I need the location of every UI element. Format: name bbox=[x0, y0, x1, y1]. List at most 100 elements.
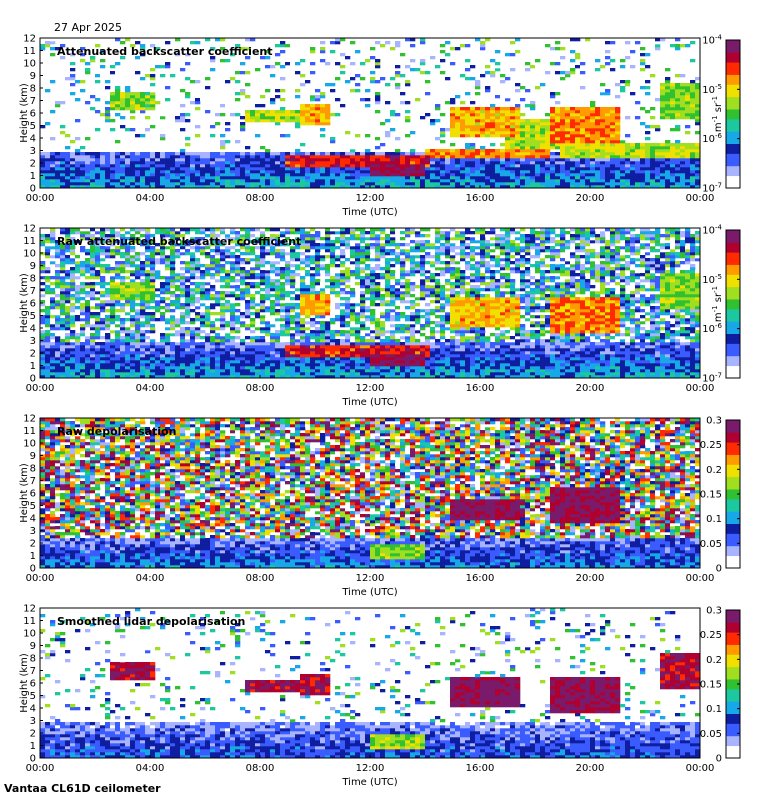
heatmap-cell bbox=[175, 234, 181, 238]
heatmap-cell bbox=[240, 164, 246, 168]
heatmap-cell bbox=[665, 95, 671, 99]
heatmap-cell bbox=[115, 179, 121, 183]
heatmap-cell bbox=[165, 285, 171, 289]
heatmap-cell bbox=[235, 345, 241, 349]
heatmap-cell bbox=[115, 315, 121, 319]
heatmap-cell bbox=[640, 53, 646, 57]
heatmap-cell bbox=[110, 182, 116, 186]
colorbar-segment bbox=[726, 160, 740, 164]
heatmap-cell bbox=[500, 164, 506, 168]
heatmap-cell bbox=[645, 182, 651, 186]
heatmap-cell bbox=[120, 252, 126, 256]
heatmap-cell bbox=[560, 56, 566, 60]
heatmap-cell bbox=[90, 164, 96, 168]
heatmap-cell bbox=[65, 179, 71, 183]
heatmap-cell bbox=[695, 95, 701, 99]
heatmap-cell bbox=[230, 294, 236, 298]
heatmap-cell bbox=[245, 167, 251, 171]
heatmap-cell bbox=[135, 276, 141, 280]
heatmap-cell bbox=[65, 282, 71, 286]
heatmap-cell bbox=[135, 152, 141, 156]
heatmap-cell bbox=[660, 158, 666, 162]
heatmap-cell bbox=[145, 366, 151, 370]
heatmap-cell bbox=[280, 98, 286, 102]
heatmap-cell bbox=[690, 161, 696, 165]
heatmap-cell bbox=[590, 128, 596, 132]
heatmap-cell bbox=[100, 351, 106, 355]
heatmap-cell bbox=[235, 366, 241, 370]
heatmap-cell bbox=[230, 357, 236, 361]
heatmap-cell bbox=[265, 65, 271, 69]
heatmap-cell bbox=[95, 363, 101, 367]
heatmap-cell bbox=[250, 294, 256, 298]
heatmap-cell bbox=[105, 179, 111, 183]
heatmap-cell bbox=[510, 113, 516, 117]
heatmap-cell bbox=[105, 267, 111, 271]
heatmap-cell bbox=[590, 143, 596, 147]
heatmap-cell bbox=[160, 261, 166, 265]
heatmap-cell bbox=[130, 161, 136, 165]
heatmap-cell bbox=[630, 149, 636, 153]
heatmap-cell bbox=[260, 50, 266, 54]
heatmap-cell bbox=[340, 176, 346, 180]
heatmap-cell bbox=[205, 270, 211, 274]
heatmap-cell bbox=[320, 104, 326, 108]
heatmap-cell bbox=[195, 125, 201, 129]
heatmap-cell bbox=[525, 149, 531, 153]
heatmap-cell bbox=[120, 152, 126, 156]
heatmap-cell bbox=[240, 170, 246, 174]
heatmap-cell bbox=[595, 161, 601, 165]
heatmap-cell bbox=[660, 101, 666, 105]
heatmap-cell bbox=[55, 47, 61, 51]
heatmap-cell bbox=[110, 369, 116, 373]
heatmap-cell bbox=[680, 92, 686, 96]
heatmap-cell bbox=[555, 62, 561, 66]
heatmap-cell bbox=[520, 164, 526, 168]
heatmap-cell bbox=[665, 152, 671, 156]
heatmap-cell bbox=[420, 38, 426, 42]
heatmap-cell bbox=[680, 176, 686, 180]
heatmap-cell bbox=[375, 59, 381, 63]
heatmap-cell bbox=[220, 231, 226, 235]
heatmap-cell bbox=[165, 267, 171, 271]
heatmap-cell bbox=[250, 297, 256, 301]
heatmap-cell bbox=[85, 231, 91, 235]
heatmap-cell bbox=[350, 167, 356, 171]
heatmap-cell bbox=[185, 53, 191, 57]
heatmap-cell bbox=[175, 375, 181, 379]
heatmap-cell bbox=[100, 170, 106, 174]
heatmap-cell bbox=[640, 152, 646, 156]
heatmap-cell bbox=[620, 179, 626, 183]
colorbar-segment bbox=[726, 91, 740, 95]
heatmap-cell bbox=[55, 249, 61, 253]
heatmap-cell bbox=[220, 315, 226, 319]
heatmap-cell bbox=[140, 312, 146, 316]
heatmap-cell bbox=[70, 375, 76, 379]
heatmap-cell bbox=[395, 158, 401, 162]
heatmap-cell bbox=[635, 158, 641, 162]
heatmap-cell bbox=[580, 116, 586, 120]
heatmap-cell bbox=[40, 333, 46, 337]
heatmap-cell bbox=[145, 176, 151, 180]
heatmap-cell bbox=[675, 38, 681, 42]
heatmap-cell bbox=[110, 101, 116, 105]
heatmap-cell bbox=[200, 276, 206, 280]
heatmap-cell bbox=[110, 164, 116, 168]
heatmap-cell bbox=[185, 167, 191, 171]
heatmap-cell bbox=[80, 47, 86, 51]
heatmap-cell bbox=[405, 173, 411, 177]
heatmap-cell bbox=[235, 297, 241, 301]
heatmap-cell bbox=[40, 155, 46, 159]
heatmap-cell bbox=[455, 122, 461, 126]
heatmap-cell bbox=[450, 122, 456, 126]
heatmap-cell bbox=[55, 300, 61, 304]
heatmap-cell bbox=[590, 122, 596, 126]
heatmap-cell bbox=[50, 363, 56, 367]
heatmap-cell bbox=[165, 98, 171, 102]
colorbar-segment bbox=[726, 170, 740, 174]
heatmap-cell bbox=[90, 258, 96, 262]
heatmap-cell bbox=[60, 375, 66, 379]
heatmap-cell bbox=[395, 149, 401, 153]
heatmap-cell bbox=[45, 288, 51, 292]
heatmap-cell bbox=[75, 309, 81, 313]
